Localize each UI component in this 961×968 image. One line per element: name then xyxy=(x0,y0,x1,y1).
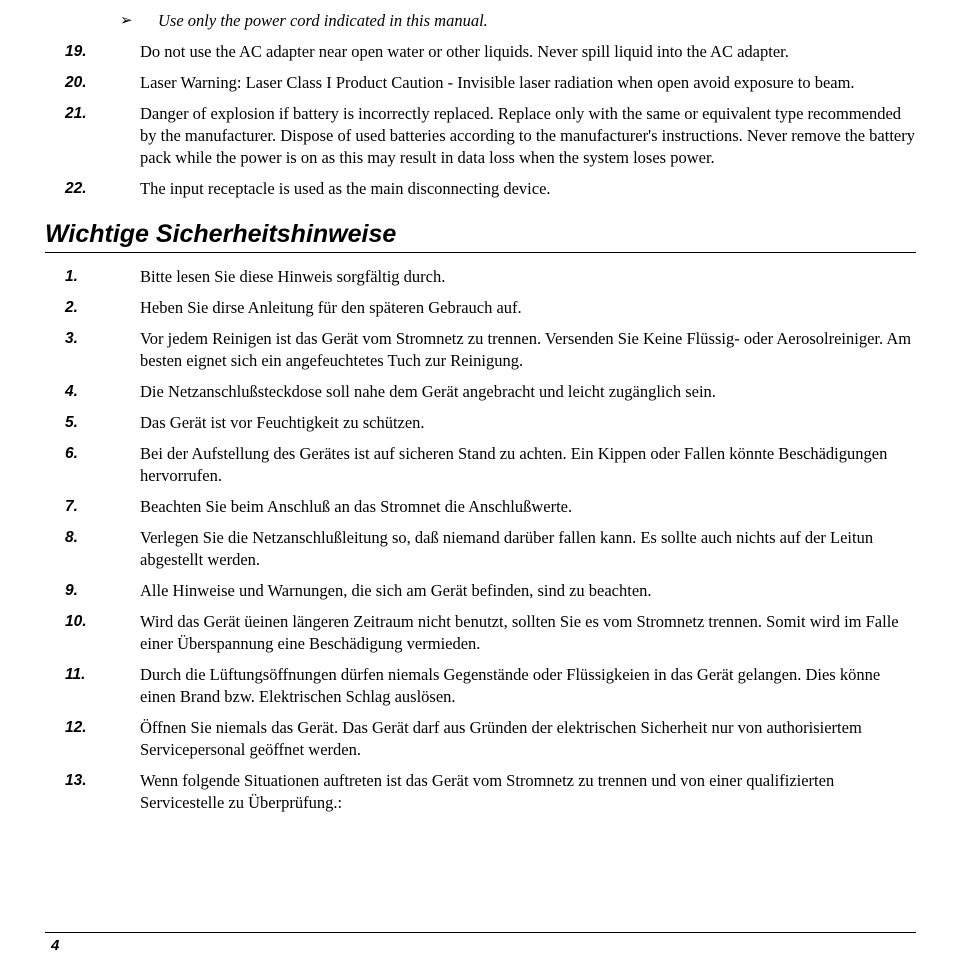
item-number: 12. xyxy=(45,717,140,761)
item-number: 20. xyxy=(45,72,140,94)
list-item: 5. Das Gerät ist vor Feuchtigkeit zu sch… xyxy=(45,409,916,440)
list-item: 21. Danger of explosion if battery is in… xyxy=(45,100,916,175)
item-text: Do not use the AC adapter near open wate… xyxy=(140,41,916,63)
list-item: 6. Bei der Aufstellung des Gerätes ist a… xyxy=(45,440,916,493)
list-item: 12. Öffnen Sie niemals das Gerät. Das Ge… xyxy=(45,714,916,767)
item-number: 3. xyxy=(45,328,140,372)
item-number: 10. xyxy=(45,611,140,655)
list-item: 4. Die Netzanschlußsteckdose soll nahe d… xyxy=(45,378,916,409)
item-text: Bitte lesen Sie diese Hinweis sorgfältig… xyxy=(140,266,916,288)
item-number: 8. xyxy=(45,527,140,571)
list-item: 2. Heben Sie dirse Anleitung für den spä… xyxy=(45,294,916,325)
item-text: Danger of explosion if battery is incorr… xyxy=(140,103,916,169)
item-number: 4. xyxy=(45,381,140,403)
item-text: Heben Sie dirse Anleitung für den später… xyxy=(140,297,916,319)
item-text: Das Gerät ist vor Feuchtigkeit zu schütz… xyxy=(140,412,916,434)
item-text: Die Netzanschlußsteckdose soll nahe dem … xyxy=(140,381,916,403)
section-heading: Wichtige Sicherheitshinweise xyxy=(45,220,916,253)
bullet-item: ➢ Use only the power cord indicated in t… xyxy=(120,8,916,38)
item-number: 5. xyxy=(45,412,140,434)
item-text: Vor jedem Reinigen ist das Gerät vom Str… xyxy=(140,328,916,372)
item-text: Alle Hinweise und Warnungen, die sich am… xyxy=(140,580,916,602)
german-list: 1. Bitte lesen Sie diese Hinweis sorgfäl… xyxy=(45,253,916,820)
list-item: 11. Durch die Lüftungsöffnungen dürfen n… xyxy=(45,661,916,714)
item-text: Wenn folgende Situationen auftreten ist … xyxy=(140,770,916,814)
page-footer: 4 xyxy=(45,932,916,954)
item-text: The input receptacle is used as the main… xyxy=(140,178,916,200)
list-item: 19. Do not use the AC adapter near open … xyxy=(45,38,916,69)
item-number: 19. xyxy=(45,41,140,63)
english-list: 19. Do not use the AC adapter near open … xyxy=(45,38,916,206)
item-text: Beachten Sie beim Anschluß an das Stromn… xyxy=(140,496,916,518)
list-item: 9. Alle Hinweise und Warnungen, die sich… xyxy=(45,577,916,608)
list-item: 13. Wenn folgende Situationen auftreten … xyxy=(45,767,916,820)
item-number: 9. xyxy=(45,580,140,602)
list-item: 22. The input receptacle is used as the … xyxy=(45,175,916,206)
list-item: 3. Vor jedem Reinigen ist das Gerät vom … xyxy=(45,325,916,378)
item-number: 21. xyxy=(45,103,140,169)
page-number: 4 xyxy=(51,937,59,954)
item-text: Laser Warning: Laser Class I Product Cau… xyxy=(140,72,916,94)
list-item: 7. Beachten Sie beim Anschluß an das Str… xyxy=(45,493,916,524)
content-top-block: ➢ Use only the power cord indicated in t… xyxy=(45,0,916,820)
item-text: Öffnen Sie niemals das Gerät. Das Gerät … xyxy=(140,717,916,761)
list-item: 1. Bitte lesen Sie diese Hinweis sorgfäl… xyxy=(45,263,916,294)
bullet-glyph: ➢ xyxy=(120,10,158,32)
item-number: 6. xyxy=(45,443,140,487)
item-text: Durch die Lüftungsöffnungen dürfen niema… xyxy=(140,664,916,708)
document-page: ➢ Use only the power cord indicated in t… xyxy=(0,0,961,968)
item-text: Bei der Aufstellung des Gerätes ist auf … xyxy=(140,443,916,487)
item-text: Verlegen Sie die Netzanschlußleitung so,… xyxy=(140,527,916,571)
list-item: 8. Verlegen Sie die Netzanschlußleitung … xyxy=(45,524,916,577)
list-item: 20. Laser Warning: Laser Class I Product… xyxy=(45,69,916,100)
item-number: 13. xyxy=(45,770,140,814)
bullet-text: Use only the power cord indicated in thi… xyxy=(158,10,488,32)
item-number: 1. xyxy=(45,266,140,288)
list-item: 10. Wird das Gerät üeinen längeren Zeitr… xyxy=(45,608,916,661)
item-text: Wird das Gerät üeinen längeren Zeitraum … xyxy=(140,611,916,655)
item-number: 7. xyxy=(45,496,140,518)
item-number: 22. xyxy=(45,178,140,200)
item-number: 11. xyxy=(45,664,140,708)
item-number: 2. xyxy=(45,297,140,319)
